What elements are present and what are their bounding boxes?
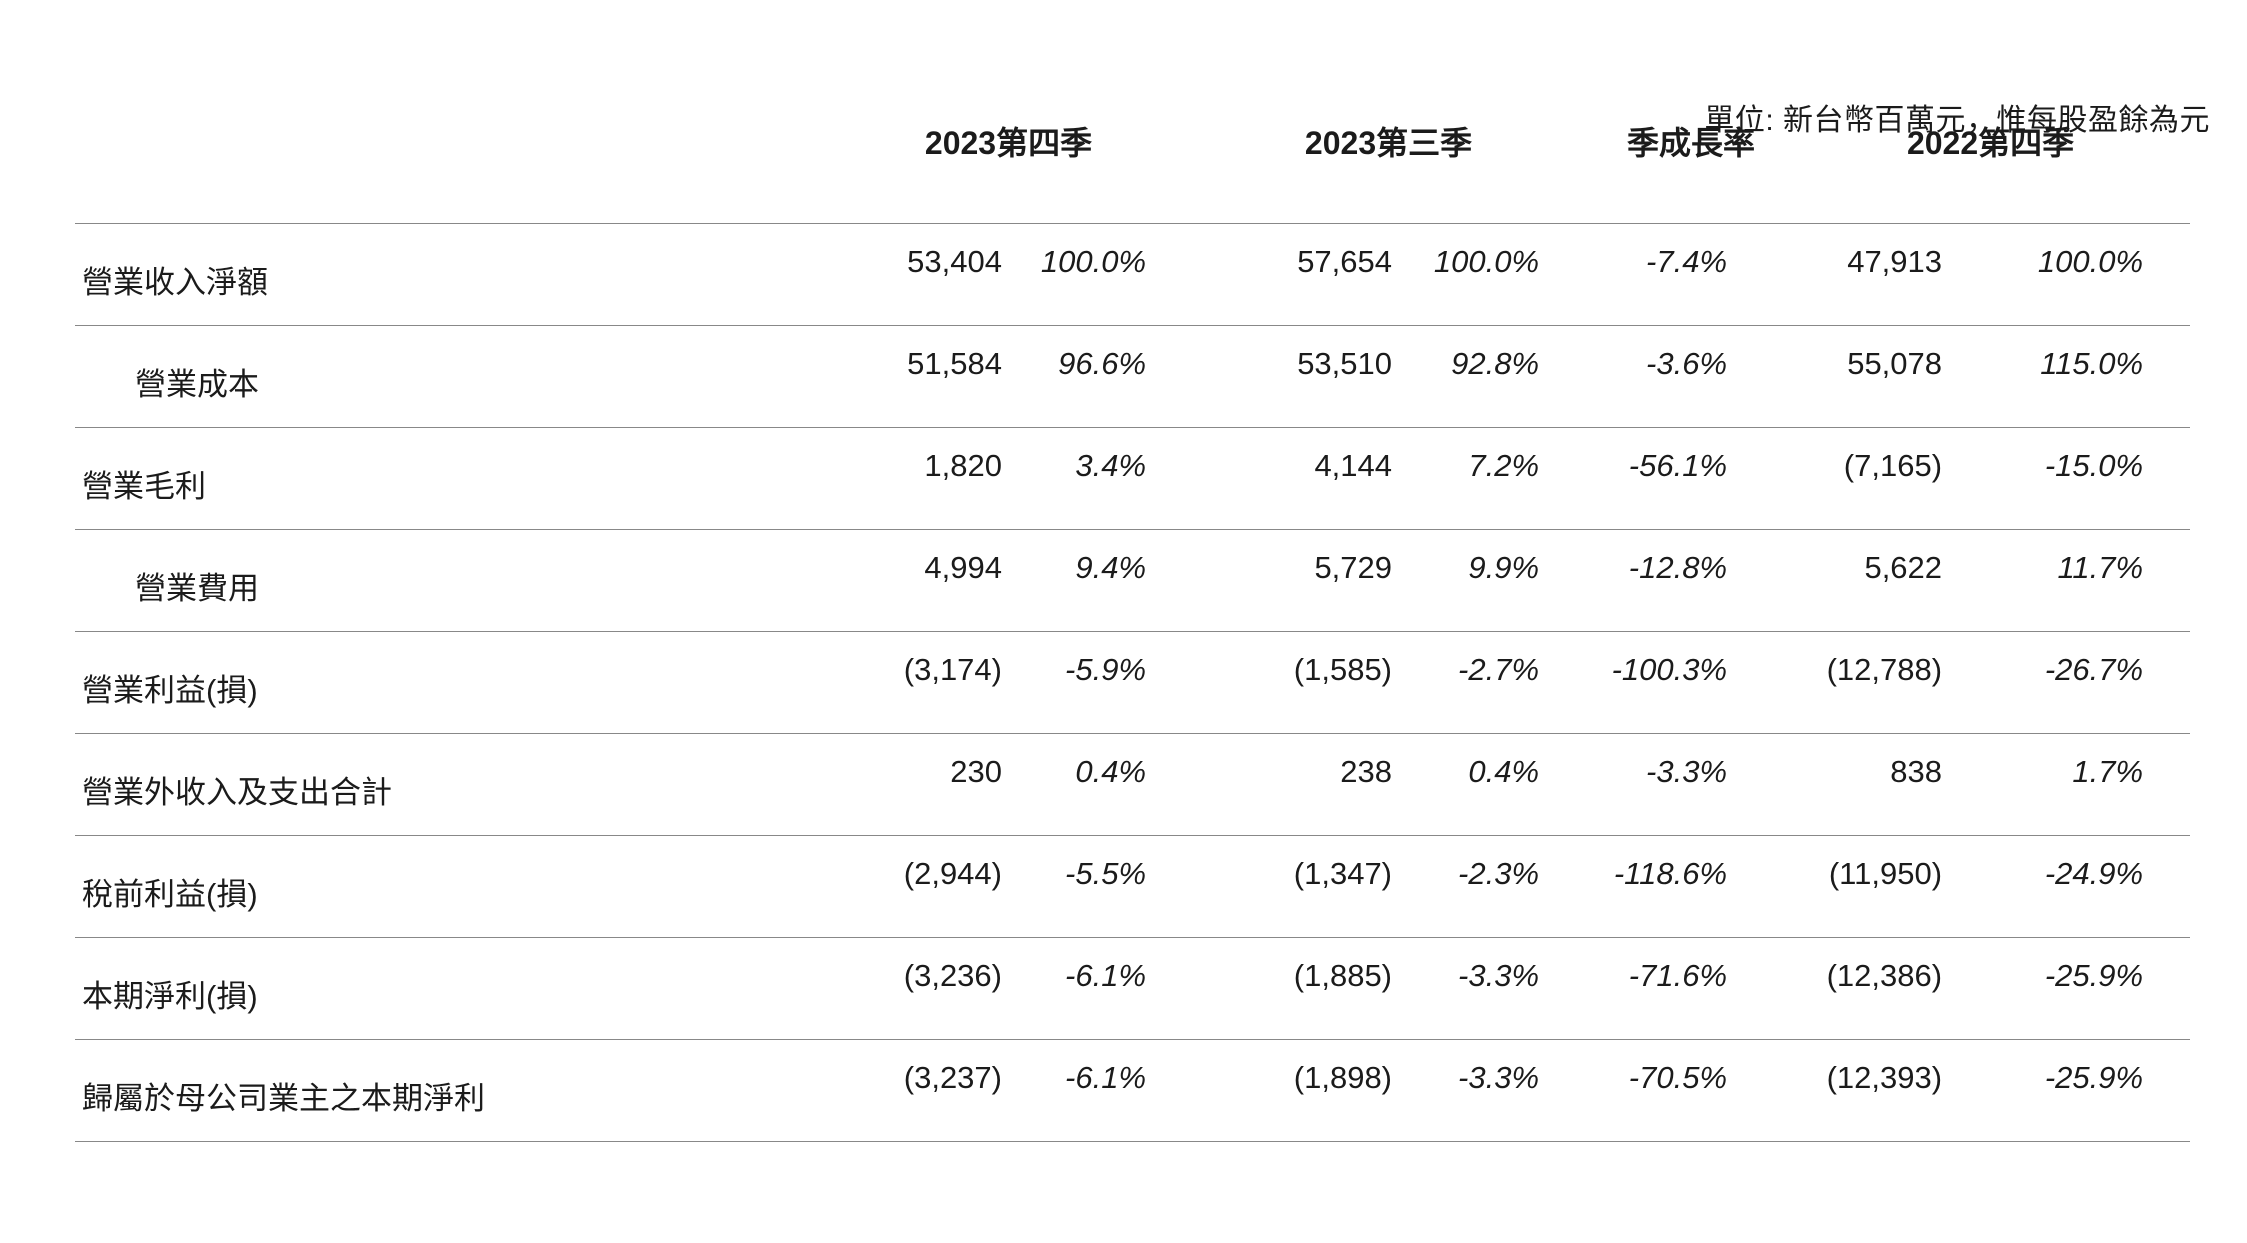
row-label: 營業費用 [75,528,870,631]
percent-cell: -5.5% [1003,834,1148,937]
percent-cell: 3.4% [1003,426,1148,529]
value-cell: (3,236) [870,936,1003,1039]
percent-cell: 1.7% [1943,732,2191,835]
value-cell: (1,898) [1147,1038,1394,1142]
qoq-growth-cell: -100.3% [1540,630,1756,733]
column-header-2023-q4: 2023第四季 [924,125,1093,161]
percent-cell: -24.9% [1943,834,2191,937]
percent-cell: -2.7% [1393,630,1541,733]
percent-cell: 100.0% [1003,222,1148,325]
qoq-growth-cell: -56.1% [1540,426,1756,529]
quarterly-financials-table: 2023第四季 2023第三季 季成長率 2022第四季 營業收入淨額 53,40… [75,90,2191,1142]
percent-cell: -25.9% [1943,1038,2191,1142]
percent-cell: 11.7% [1943,528,2191,631]
value-cell: (12,393) [1755,1038,1944,1142]
row-label: 稅前利益(損) [75,834,870,937]
value-cell: (12,788) [1755,630,1944,733]
percent-cell: -2.3% [1393,834,1541,937]
row-label: 營業毛利 [75,426,870,529]
value-cell: 5,622 [1755,528,1944,631]
table-row: 稅前利益(損) (2,944) -5.5% (1,347) -2.3% -118.6% (1… [75,834,2191,937]
row-label: 營業外收入及支出合計 [75,732,870,835]
value-cell: 53,404 [870,222,1003,325]
table-row: 營業毛利 1,820 3.4% 4,144 7.2% -56.1% (7,165) -15.0… [75,426,2191,529]
table-row: 本期淨利(損) (3,236) -6.1% (1,885) -3.3% -71.6% (12… [75,936,2191,1039]
percent-cell: 96.6% [1003,324,1148,427]
table-header-row: 2023第四季 2023第三季 季成長率 2022第四季 [75,90,2190,223]
value-cell: (12,386) [1755,936,1944,1039]
row-label: 營業利益(損) [75,630,870,733]
unit-note: 單位: 新台幣百萬元，惟每股盈餘為元 [1704,104,2210,137]
percent-cell: -6.1% [1003,936,1148,1039]
percent-cell: -3.3% [1393,1038,1541,1142]
qoq-growth-cell: -118.6% [1540,834,1756,937]
percent-cell: 115.0% [1943,324,2191,427]
table-row: 歸屬於母公司業主之本期淨利 (3,237) -6.1% (1,898) -3.3% -70… [75,1038,2191,1142]
table-row: 營業外收入及支出合計 230 0.4% 238 0.4% -3.3% 838 1.7% [75,732,2191,835]
table-row: 營業利益(損) (3,174) -5.9% (1,585) -2.7% -100.3% (1… [75,630,2191,733]
qoq-growth-cell: -70.5% [1540,1038,1756,1142]
row-label: 歸屬於母公司業主之本期淨利 [75,1038,870,1142]
qoq-growth-cell: -3.3% [1540,732,1756,835]
percent-cell: 100.0% [1393,222,1541,325]
table-row: 營業收入淨額 53,404 100.0% 57,654 100.0% -7.4% 47,91… [75,222,2191,325]
percent-cell: -5.9% [1003,630,1148,733]
percent-cell: 9.4% [1003,528,1148,631]
value-cell: 57,654 [1147,222,1394,325]
row-label: 本期淨利(損) [75,936,870,1039]
value-cell: 838 [1755,732,1944,835]
percent-cell: -15.0% [1943,426,2191,529]
value-cell: (11,950) [1755,834,1944,937]
percent-cell: -26.7% [1943,630,2191,733]
percent-cell: 9.9% [1393,528,1541,631]
value-cell: 53,510 [1147,324,1394,427]
value-cell: 238 [1147,732,1394,835]
qoq-growth-cell: -7.4% [1540,222,1756,325]
percent-cell: 7.2% [1393,426,1541,529]
financial-report-page: { "unit_note": "單位: 新台幣百萬元，惟每股盈餘為元", "ta… [0,90,2247,1243]
qoq-growth-cell: -12.8% [1540,528,1756,631]
percent-cell: 100.0% [1943,222,2191,325]
value-cell: (3,237) [870,1038,1003,1142]
value-cell: 230 [870,732,1003,835]
percent-cell: -6.1% [1003,1038,1148,1142]
row-label: 營業成本 [75,324,870,427]
value-cell: 47,913 [1755,222,1944,325]
value-cell: 5,729 [1147,528,1394,631]
percent-cell: 0.4% [1003,732,1148,835]
value-cell: 51,584 [870,324,1003,427]
table-row: 營業成本 51,584 96.6% 53,510 92.8% -3.6% 55,078 115… [75,324,2191,427]
column-header-2022-q4: 2022第四季 [1906,125,2075,161]
value-cell: (1,347) [1147,834,1394,937]
percent-cell: -3.3% [1393,936,1541,1039]
column-header-2023-q3: 2023第三季 [1304,125,1473,161]
percent-cell: 92.8% [1393,324,1541,427]
table-row: 營業費用 4,994 9.4% 5,729 9.9% -12.8% 5,622 11.7% [75,528,2191,631]
value-cell: 55,078 [1755,324,1944,427]
value-cell: (2,944) [870,834,1003,937]
column-header-qoq-growth: 季成長率 [1627,125,1756,161]
row-label: 營業收入淨額 [75,222,870,325]
value-cell: (7,165) [1755,426,1944,529]
value-cell: (1,585) [1147,630,1394,733]
qoq-growth-cell: -3.6% [1540,324,1756,427]
value-cell: 1,820 [870,426,1003,529]
value-cell: 4,144 [1147,426,1394,529]
qoq-growth-cell: -71.6% [1540,936,1756,1039]
percent-cell: -25.9% [1943,936,2191,1039]
value-cell: 4,994 [870,528,1003,631]
row-label-header [75,90,870,223]
value-cell: (1,885) [1147,936,1394,1039]
value-cell: (3,174) [870,630,1003,733]
percent-cell: 0.4% [1393,732,1541,835]
